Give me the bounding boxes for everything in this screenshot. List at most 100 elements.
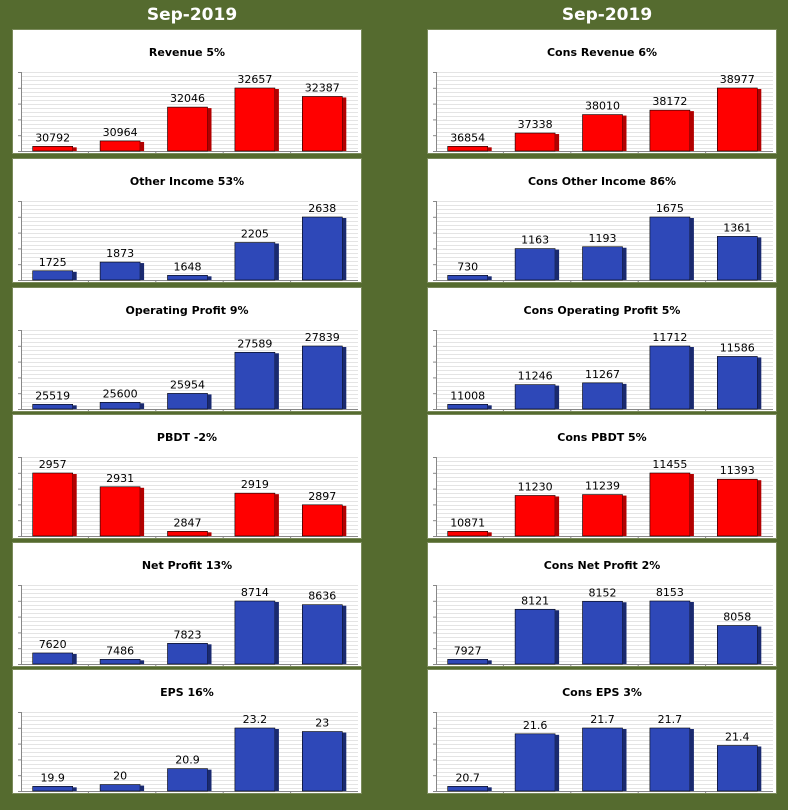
bar-shadow xyxy=(140,403,145,409)
bar-chart: Cons PBDT 5% 10871 11230 11239 11455 11393 xyxy=(433,431,773,538)
bar xyxy=(447,146,489,152)
bar-shadow xyxy=(342,347,347,409)
bar-shadow xyxy=(342,218,347,280)
bar xyxy=(582,114,623,152)
bar-shadow xyxy=(555,134,560,151)
bar xyxy=(99,140,141,152)
bar xyxy=(582,246,623,281)
bar-shadow xyxy=(140,141,145,151)
bar-chart: EPS 16% 19.9 20 20.9 23.2 23 xyxy=(18,686,358,793)
bar xyxy=(447,404,489,410)
data-label: 1193 xyxy=(589,232,617,245)
data-label: 2897 xyxy=(308,490,336,503)
data-label: 11008 xyxy=(450,389,485,402)
bar-shadow xyxy=(555,610,560,664)
data-label: 1725 xyxy=(39,256,67,269)
data-label: 21.4 xyxy=(725,731,750,744)
data-label: 11230 xyxy=(518,480,553,493)
chart-title: Net Profit 13% xyxy=(142,559,232,572)
bar xyxy=(99,486,141,537)
data-label: 36854 xyxy=(450,131,485,144)
bar xyxy=(447,531,489,537)
chart-panel: Cons Other Income 86% 730 1163 1193 1675 1361 xyxy=(427,158,777,283)
bar xyxy=(234,351,276,410)
column-title-left: Sep-2019 xyxy=(146,5,238,25)
bar xyxy=(582,494,623,537)
bar xyxy=(32,786,74,792)
bar-chart: Revenue 5% 30792 30964 32046 32657 32387 xyxy=(18,46,358,153)
bar-shadow xyxy=(622,383,627,409)
bar xyxy=(167,393,208,410)
data-label: 8636 xyxy=(308,590,336,603)
bar-shadow xyxy=(689,474,694,536)
data-label: 20.9 xyxy=(175,754,200,767)
data-label: 32387 xyxy=(305,81,340,94)
bar xyxy=(301,504,343,537)
data-label: 7927 xyxy=(454,644,482,657)
data-label: 8714 xyxy=(241,586,269,599)
chart-panel: Cons EPS 3% 20.7 21.6 21.7 21.7 21.4 xyxy=(427,669,777,794)
bar xyxy=(301,345,343,410)
bar-shadow xyxy=(622,495,627,536)
bar xyxy=(649,345,691,410)
data-label: 27589 xyxy=(237,337,272,350)
bar xyxy=(649,472,691,537)
bar xyxy=(167,106,208,152)
bar-shadow xyxy=(207,276,212,280)
bar-shadow xyxy=(72,787,77,791)
bar xyxy=(514,495,556,537)
data-label: 11267 xyxy=(585,368,620,381)
data-label: 38010 xyxy=(585,100,620,113)
bar xyxy=(167,768,208,792)
data-label: 11393 xyxy=(720,464,755,477)
data-label: 23 xyxy=(315,717,329,730)
data-label: 2919 xyxy=(241,478,269,491)
bar xyxy=(649,109,691,152)
bar xyxy=(649,216,691,281)
data-label: 1163 xyxy=(521,234,549,247)
bar-shadow xyxy=(555,249,560,280)
chart-title: Cons EPS 3% xyxy=(562,686,642,699)
bar-shadow xyxy=(622,115,627,151)
bar-shadow xyxy=(274,353,279,409)
data-label: 2638 xyxy=(308,202,336,215)
data-label: 21.7 xyxy=(658,713,683,726)
bar xyxy=(649,600,691,665)
bar-shadow xyxy=(207,532,212,536)
chart-title: Revenue 5% xyxy=(149,46,225,59)
bar xyxy=(99,659,141,665)
bar xyxy=(716,87,758,152)
data-label: 2957 xyxy=(39,458,67,471)
bar-shadow xyxy=(207,644,212,664)
chart-title: EPS 16% xyxy=(160,686,214,699)
bar xyxy=(99,401,141,410)
bar-chart: Cons Operating Profit 5% 11008 11246 11267 1… xyxy=(433,304,773,411)
data-label: 32657 xyxy=(237,73,272,86)
data-label: 11246 xyxy=(518,370,553,383)
bar-chart: PBDT -2% 2957 2931 2847 2919 2897 xyxy=(18,431,358,538)
bar xyxy=(32,270,74,281)
data-label: 8152 xyxy=(589,586,617,599)
data-label: 11455 xyxy=(652,458,687,471)
data-label: 19.9 xyxy=(40,771,65,784)
bar-shadow xyxy=(72,405,77,409)
bar xyxy=(32,652,74,665)
chart-title: Operating Profit 9% xyxy=(125,304,248,317)
bar xyxy=(514,248,556,281)
chart-panel: PBDT -2% 2957 2931 2847 2919 2897 xyxy=(12,414,362,539)
bar-shadow xyxy=(757,746,762,791)
chart-panel: Cons Revenue 6% 36854 37338 38010 38172 38977 xyxy=(427,29,777,154)
bar-chart: Cons Revenue 6% 36854 37338 38010 38172 38977 xyxy=(433,46,773,153)
bar-shadow xyxy=(757,89,762,151)
bar-shadow xyxy=(274,243,279,280)
bar-shadow xyxy=(342,605,347,664)
bar xyxy=(649,727,691,792)
chart-title: Cons PBDT 5% xyxy=(557,431,646,444)
bar xyxy=(167,275,208,281)
data-label: 2931 xyxy=(106,472,134,485)
bar xyxy=(234,242,276,281)
chart-panel: EPS 16% 19.9 20 20.9 23.2 23 xyxy=(12,669,362,794)
bar-shadow xyxy=(689,602,694,664)
bar-shadow xyxy=(622,247,627,280)
column-title-right: Sep-2019 xyxy=(561,5,653,25)
